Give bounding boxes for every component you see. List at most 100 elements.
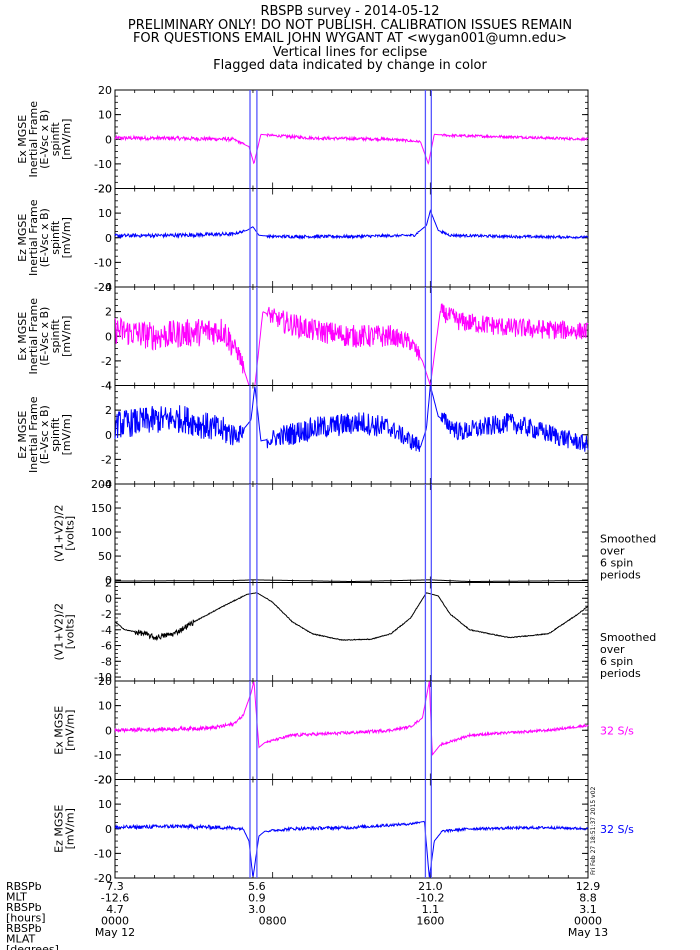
y-axis-label-line: [mV/m] xyxy=(60,217,73,258)
chart-subtitle-flagged: Flagged data indicated by change in colo… xyxy=(213,58,487,73)
orbit-row-label: RBSPb xyxy=(6,922,42,935)
y-tick-label: 4 xyxy=(105,281,112,294)
y-tick-label: -8 xyxy=(101,655,112,668)
y-tick-label: -2 xyxy=(101,453,112,466)
y-tick-label: -2 xyxy=(101,608,112,621)
y-axis-label-line: (E-Vsc x B) xyxy=(38,405,51,464)
y-tick-label: 20 xyxy=(98,183,112,196)
y-tick-label: 100 xyxy=(91,526,112,539)
y-axis-label-line: [mV/m] xyxy=(60,316,73,357)
y-tick-label: -20 xyxy=(94,872,112,885)
y-axis-label-line: spinfit xyxy=(49,122,62,157)
y-tick-label: 50 xyxy=(98,550,112,563)
side-annotation: 32 S/s xyxy=(600,823,634,836)
orbit-row-value: -10.2 xyxy=(416,892,444,905)
panel-frame xyxy=(114,779,589,879)
chart-subtitle-eclipse: Vertical lines for eclipse xyxy=(272,44,428,60)
side-annotation: periods xyxy=(600,667,641,680)
y-axis-label-line: [mV/m] xyxy=(64,808,77,849)
x-date-label: May 12 xyxy=(95,926,135,939)
orbit-row-value: 4.7 xyxy=(106,903,124,916)
y-tick-label: -10 xyxy=(94,847,112,860)
y-axis-label-line: [mV/m] xyxy=(60,414,73,455)
y-axis-label-line: spinfit xyxy=(49,220,62,255)
y-tick-label: -10 xyxy=(94,256,112,269)
panel-frame xyxy=(114,582,589,682)
y-axis-label-line: (V1+V2)/2 xyxy=(53,504,66,562)
x-tick-label: 0000 xyxy=(574,915,602,928)
chart-subtitle-preliminary: PRELIMINARY ONLY! DO NOT PUBLISH. CALIBR… xyxy=(127,17,573,33)
y-tick-label: -10 xyxy=(94,158,112,171)
series-line xyxy=(114,209,589,240)
y-axis-label-line: Inertial Frame xyxy=(27,199,40,276)
y-tick-label: 150 xyxy=(91,502,112,515)
series-line xyxy=(114,681,589,756)
orbit-row-value: -12.6 xyxy=(101,892,129,905)
y-axis-label-line: Ez MGSE xyxy=(53,805,66,853)
y-axis-label-line: Ez MGSE xyxy=(16,411,29,459)
y-tick-label: -4 xyxy=(101,380,112,393)
y-axis-label-line: Inertial Frame xyxy=(27,396,40,473)
orbit-row-value: 1.1 xyxy=(422,903,440,916)
y-axis-label-line: [mV/m] xyxy=(60,119,73,160)
orbit-row-label: [degrees] xyxy=(6,943,59,950)
y-tick-label: 0 xyxy=(105,429,112,442)
y-tick-label: 0 xyxy=(105,823,112,836)
y-tick-label: -20 xyxy=(94,774,112,787)
y-tick-label: 10 xyxy=(98,207,112,220)
orbit-row-value: 3.1 xyxy=(579,903,597,916)
y-tick-label: 0 xyxy=(105,724,112,737)
y-axis-label-line: Inertial Frame xyxy=(27,298,40,375)
y-tick-label: -2 xyxy=(101,355,112,368)
y-tick-label: 2 xyxy=(105,404,112,417)
y-tick-label: 0 xyxy=(105,133,112,146)
y-tick-label: 10 xyxy=(98,700,112,713)
orbit-row-label: MLT xyxy=(6,891,27,904)
side-annotation: Smoothed xyxy=(600,631,656,644)
y-axis-label-line: spinfit xyxy=(49,417,62,452)
series-line xyxy=(114,303,589,386)
side-annotation: periods xyxy=(600,569,641,582)
x-tick-label: 0800 xyxy=(259,915,287,928)
y-axis-label-line: Ez MGSE xyxy=(16,214,29,262)
orbit-row-label: RBSPb xyxy=(6,880,42,893)
timestamp-footer: Fri Feb 27 18:51:37 2015 v02 xyxy=(590,786,597,875)
y-tick-label: -20 xyxy=(94,281,112,294)
series-line xyxy=(115,579,588,582)
y-tick-label: 0 xyxy=(105,232,112,245)
y-tick-label: 0 xyxy=(105,574,112,587)
y-tick-label: -6 xyxy=(101,640,112,653)
chart-subtitle-contact: FOR QUESTIONS EMAIL JOHN WYGANT AT <wyga… xyxy=(132,31,568,46)
x-tick-label: 0000 xyxy=(101,915,129,928)
y-tick-label: -4 xyxy=(101,624,112,637)
orbit-row-value: 8.8 xyxy=(579,892,597,905)
orbit-row-value: 0.9 xyxy=(248,892,266,905)
orbit-row-value: 7.3 xyxy=(106,880,124,893)
series-line xyxy=(114,132,589,165)
y-tick-label: 200 xyxy=(91,478,112,491)
y-tick-label: -10 xyxy=(94,671,112,684)
y-axis-label-line: (V1+V2)/2 xyxy=(53,603,66,661)
panel-frame xyxy=(114,680,589,780)
side-annotation: over xyxy=(600,643,625,656)
series-line xyxy=(114,592,589,642)
y-tick-label: 20 xyxy=(98,84,112,97)
orbit-row-value: 3.0 xyxy=(248,903,266,916)
orbit-row-label: RBSPb xyxy=(6,901,42,914)
y-axis-label-line: (E-Vsc x B) xyxy=(38,208,51,267)
side-annotation: 6 spin xyxy=(600,655,633,668)
panel-frame xyxy=(114,483,589,583)
orbit-row-value: 12.9 xyxy=(576,880,601,893)
orbit-row-label: [hours] xyxy=(6,912,46,925)
y-axis-label-line: [volts] xyxy=(64,516,77,551)
y-tick-label: 2 xyxy=(105,577,112,590)
y-tick-label: 0 xyxy=(105,330,112,343)
panel-frame xyxy=(114,385,589,485)
y-tick-label: 20 xyxy=(98,774,112,787)
y-axis-label-line: Ex MGSE xyxy=(16,312,29,361)
series-line xyxy=(114,820,589,878)
side-annotation: Smoothed xyxy=(600,533,656,546)
y-tick-label: -20 xyxy=(94,183,112,196)
x-tick-label: 1600 xyxy=(416,915,444,928)
side-annotation: 6 spin xyxy=(600,557,633,570)
